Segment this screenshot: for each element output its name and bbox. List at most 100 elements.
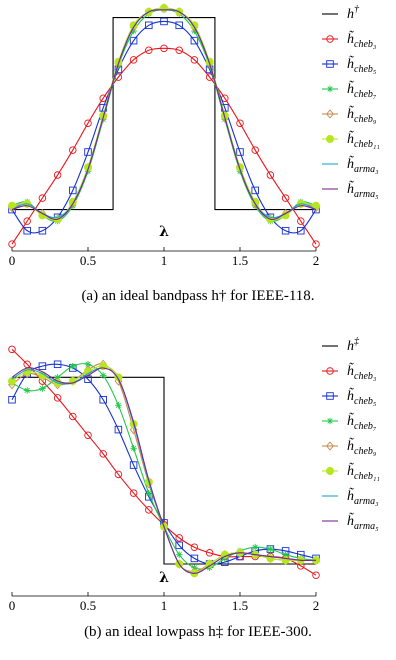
data-point [23, 217, 31, 225]
data-point [54, 374, 61, 381]
series-5 [8, 4, 320, 224]
x-tick-label: 0.5 [80, 253, 96, 268]
series-line [11, 7, 317, 221]
data-point [69, 186, 77, 195]
data-point [69, 146, 77, 154]
legend-label: h̃cheb₇ [347, 412, 377, 432]
data-point [282, 551, 289, 558]
data-point [312, 240, 320, 248]
data-point [38, 194, 47, 202]
x-tick-label: 0 [9, 598, 16, 613]
legend-label: h̃arma₃ [347, 487, 379, 507]
data-point [53, 171, 62, 179]
data-point [281, 194, 290, 202]
data-point [175, 534, 183, 542]
legend-label: h̃cheb₉ [347, 105, 377, 125]
series-line [11, 20, 317, 234]
caption: (a) an ideal bandpass h† for IEEE-118. [81, 288, 314, 304]
legend-label: h̃arma₅ [347, 512, 379, 532]
legend-label: h̃cheb₃ [347, 30, 377, 50]
legend: h† h̃cheb₃ h̃cheb₅ h̃cheb₇ h̃cheb₉ h̃cheb₁₁ h̃… [322, 4, 380, 200]
legend-label: h̃cheb₃ [347, 362, 377, 382]
legend-label: h† [347, 4, 360, 22]
legend-marker [326, 60, 334, 68]
series-line [11, 367, 317, 574]
legend-marker [326, 85, 334, 93]
x-axis: 0 0.5 1 1.5 2 [9, 592, 320, 613]
caption: (b) an ideal lowpass h‡ for IEEE-300. [84, 624, 312, 640]
x-tick-label: 2 [313, 598, 320, 613]
x-tick-label: 0 [9, 253, 16, 268]
legend: h‡ h̃cheb₃ h̃cheb₅ h̃cheb₇ h̃cheb₉ h̃cheb₁₁ h̃… [322, 336, 380, 532]
data-point [190, 36, 199, 45]
series-0 [12, 17, 316, 211]
data-point [190, 543, 199, 551]
data-point [53, 360, 62, 369]
legend-label: h̃cheb₉ [347, 437, 377, 457]
data-point [190, 554, 199, 563]
data-point [39, 385, 46, 392]
data-point [84, 119, 92, 127]
data-point [175, 551, 183, 558]
data-point [251, 146, 259, 154]
series-line [11, 7, 317, 221]
data-point [99, 372, 107, 379]
data-point [145, 21, 153, 30]
data-point [38, 362, 47, 370]
data-point [281, 226, 290, 235]
data-point [266, 171, 275, 179]
data-point [115, 402, 122, 409]
legend-marker [325, 466, 334, 475]
legend-label: h̃cheb₅ [347, 387, 377, 407]
data-point [312, 571, 320, 579]
legend-marker [326, 441, 334, 451]
legend-marker [326, 367, 334, 375]
data-point [8, 395, 16, 404]
data-point [145, 46, 153, 54]
data-point [175, 46, 183, 54]
data-point [84, 148, 92, 156]
data-point [267, 545, 274, 553]
data-point [130, 444, 137, 452]
series-line [12, 17, 316, 211]
panel-a: 0 0.5 1 1.5 2 λ h† h̃cheb₃ h̃cheb₅ h̃cheb₇ h̃cheb₉… [8, 3, 380, 304]
data-point [251, 186, 259, 195]
data-point [69, 362, 77, 370]
series-line [11, 47, 317, 245]
x-axis: 0 0.5 1 1.5 2 [9, 247, 320, 268]
data-point [114, 470, 123, 479]
legend-marker [326, 109, 334, 119]
series-7 [11, 367, 317, 574]
data-point [145, 489, 153, 497]
legend-marker [326, 35, 334, 43]
data-point [53, 394, 62, 402]
data-point [205, 549, 214, 557]
data-point [8, 345, 16, 354]
legend-label: h̃arma₅ [347, 180, 379, 200]
series-group [8, 345, 320, 579]
legend-label: h̃cheb₁₁ [347, 462, 380, 482]
data-point [251, 543, 259, 551]
x-tick-label: 2 [313, 253, 320, 268]
data-point [99, 450, 107, 458]
data-point [99, 395, 107, 404]
data-point [84, 431, 92, 439]
data-point [236, 148, 244, 156]
data-point [236, 119, 244, 127]
series-7 [11, 9, 317, 221]
x-tick-label: 1.5 [232, 253, 248, 268]
data-point [69, 412, 77, 421]
data-point [175, 21, 183, 30]
series-line [11, 9, 317, 223]
legend-marker [325, 135, 334, 144]
x-tick-label: 1.5 [232, 598, 248, 613]
x-tick-label: 0.5 [80, 598, 96, 613]
data-point [160, 44, 168, 53]
data-point [114, 425, 123, 434]
x-axis-label: λ [159, 224, 169, 240]
series-1 [8, 44, 320, 248]
data-point [160, 4, 169, 12]
series-line [11, 9, 317, 219]
data-point [23, 387, 31, 394]
